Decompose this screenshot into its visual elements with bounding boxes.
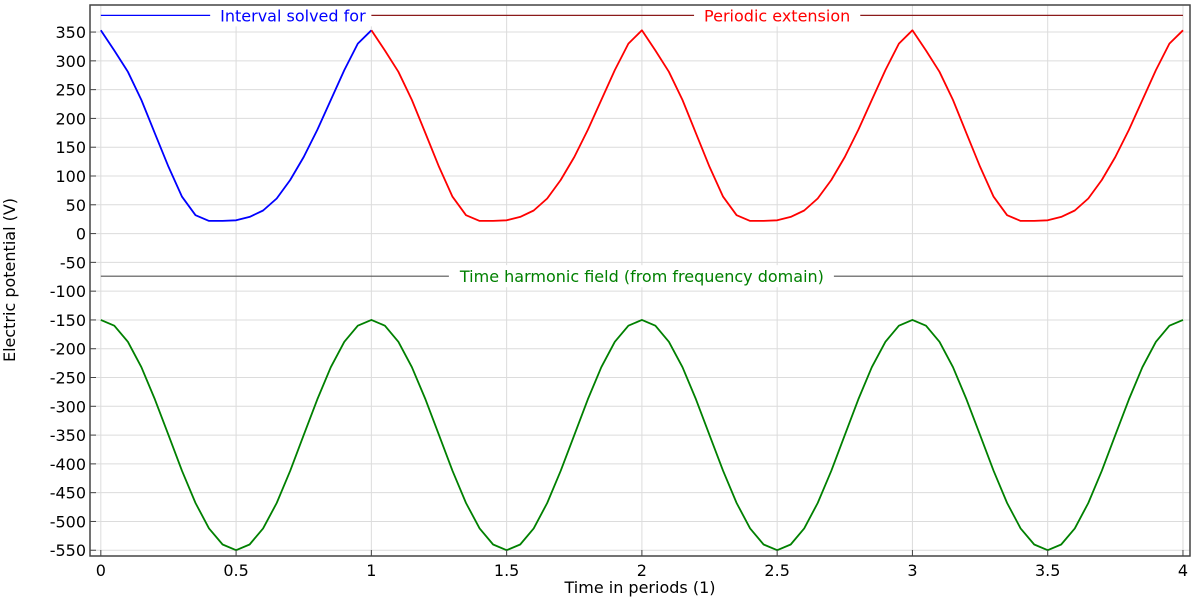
x-tick-label: 1.5: [494, 561, 519, 580]
annotation-label-bg: [448, 265, 834, 288]
ticks: 0 0.5 1 1.5 2 2.5 3 3.5 4 350 300 250 200 150 100 50 0 -5…: [50, 23, 1188, 580]
x-tick-label: 1: [366, 561, 376, 580]
y-tick-label: -300: [50, 397, 86, 416]
y-tick-label: 0: [76, 225, 86, 244]
y-tick-label: -250: [50, 369, 86, 388]
y-tick-label: 200: [55, 109, 86, 128]
x-tick-label: 2: [637, 561, 647, 580]
y-tick-label: 100: [55, 167, 86, 186]
y-axis-label: Electric potential (V): [0, 198, 19, 362]
annotation-label-bg: [694, 4, 861, 27]
annotation-label-bg: [210, 4, 377, 27]
y-tick-label: -50: [60, 253, 86, 272]
grid: [90, 5, 1190, 556]
x-tick-label: 3: [907, 561, 917, 580]
x-tick-label: 2.5: [764, 561, 789, 580]
y-tick-label: 150: [55, 138, 86, 157]
series-line-2: [100, 318, 1184, 552]
y-tick-label: -450: [50, 484, 86, 503]
y-tick-label: -100: [50, 282, 86, 301]
x-tick-label: 3.5: [1035, 561, 1060, 580]
annotation-label: Time harmonic field (from frequency doma…: [459, 267, 824, 286]
x-axis-label: Time in periods (1): [564, 578, 716, 597]
y-tick-label: 50: [66, 196, 86, 215]
x-tick-label: 4: [1178, 561, 1188, 580]
x-tick-label: 0.5: [223, 561, 248, 580]
y-tick-label: -150: [50, 311, 86, 330]
series-line-1: [370, 29, 1184, 222]
plot-frame: [89, 4, 1191, 557]
y-tick-label: 250: [55, 81, 86, 100]
series-line-0: [100, 29, 373, 222]
y-tick-label: -200: [50, 340, 86, 359]
y-tick-label: 350: [55, 23, 86, 42]
annotation-label: Interval solved for: [220, 6, 366, 25]
y-tick-label: -550: [50, 541, 86, 560]
annotations: Interval solved for Periodic extension Tim…: [100, 4, 1183, 288]
y-tick-label: -350: [50, 426, 86, 445]
y-tick-label: 300: [55, 52, 86, 71]
annotation-label: Periodic extension: [704, 6, 850, 25]
y-tick-label: -400: [50, 455, 86, 474]
series-group: [100, 29, 1184, 552]
y-tick-label: -500: [50, 512, 86, 531]
x-tick-label: 0: [96, 561, 106, 580]
